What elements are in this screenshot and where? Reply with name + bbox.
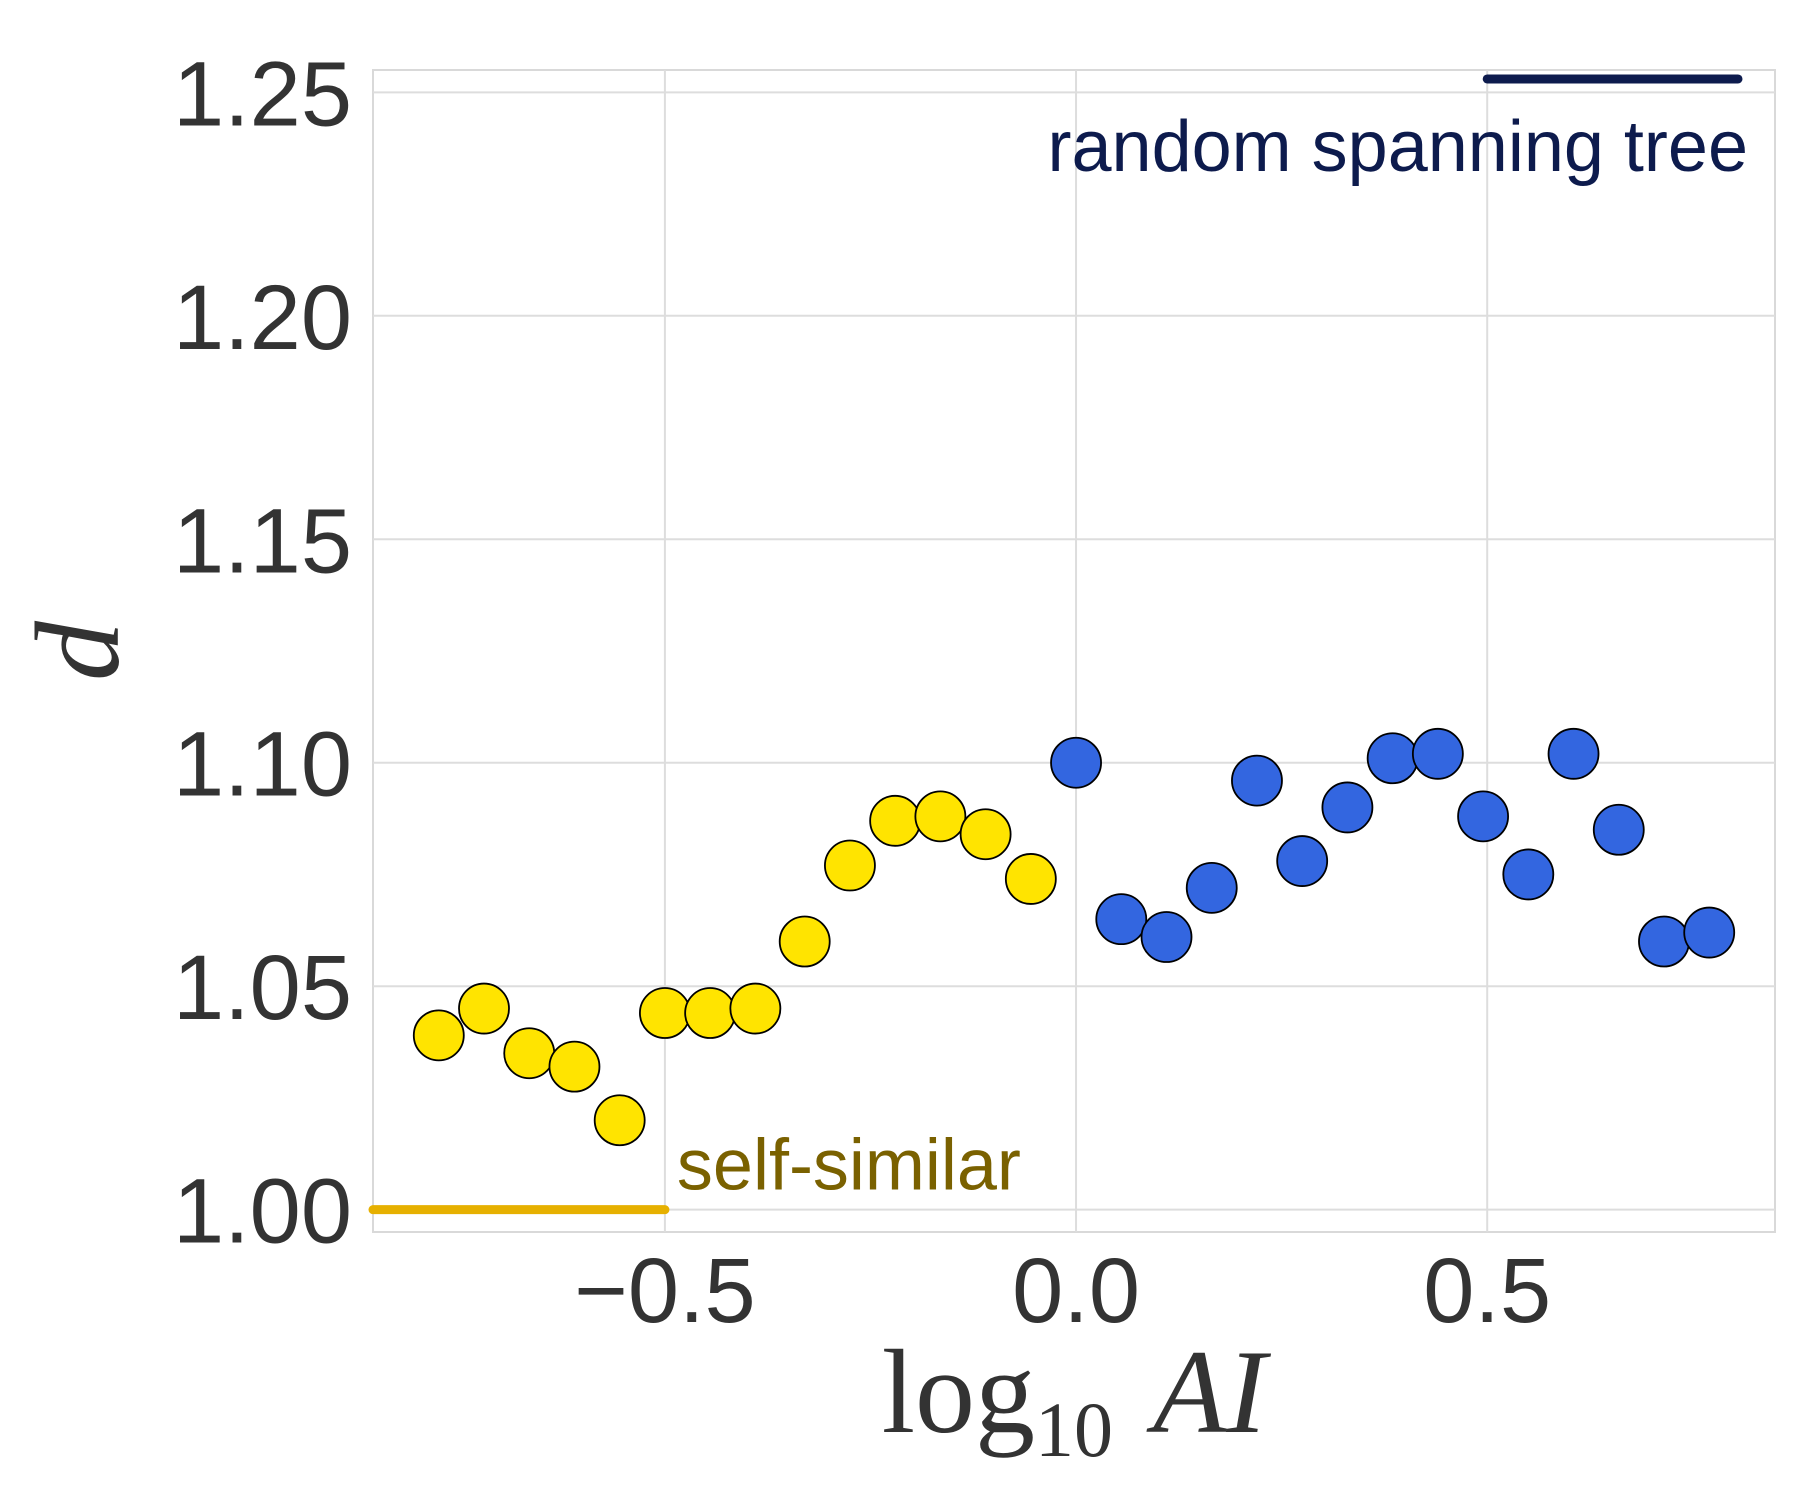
data-point <box>914 790 967 843</box>
data-point <box>824 839 876 892</box>
x-axis-label-log: log <box>882 1325 1035 1458</box>
data-point <box>1321 781 1374 834</box>
plot-area <box>372 69 1776 1233</box>
y-tick-label: 1.00 <box>173 1161 352 1263</box>
x-tick-label: 0.0 <box>1012 1240 1140 1342</box>
data-point <box>1411 727 1464 780</box>
x-tick-labels: −0.5 0.0 0.5 <box>574 1240 1551 1342</box>
x-axis-label-var: AI <box>1146 1325 1271 1458</box>
data-point <box>1140 911 1193 963</box>
data-point <box>1547 727 1600 780</box>
data-point <box>503 1027 556 1080</box>
data-point <box>412 1009 465 1062</box>
reference-lines <box>368 74 1743 1215</box>
data-point <box>729 982 782 1035</box>
x-axis-label: log10 AI <box>882 1325 1272 1473</box>
data-point <box>1231 754 1283 807</box>
y-tick-label: 1.20 <box>173 267 352 369</box>
data-point <box>1457 790 1509 843</box>
data-point <box>778 915 831 968</box>
data-point <box>684 987 737 1039</box>
y-tick-label: 1.15 <box>173 490 352 592</box>
y-axis-label: d <box>11 620 144 681</box>
reference-line-label: self-similar <box>677 1126 1021 1206</box>
data-point <box>1185 861 1238 914</box>
data-point <box>1050 736 1102 789</box>
y-tick-label: 1.25 <box>173 43 352 145</box>
y-tick-labels: 1.00 1.05 1.10 1.15 1.20 1.25 <box>173 43 352 1262</box>
x-tick-label: 0.5 <box>1423 1240 1551 1342</box>
data-points <box>412 727 1736 1147</box>
data-point <box>1683 906 1736 959</box>
data-point <box>1638 915 1690 968</box>
data-point <box>458 982 510 1035</box>
data-point <box>1095 893 1148 946</box>
data-point <box>1502 848 1555 901</box>
reference-line-label: random spanning tree <box>1048 107 1748 187</box>
x-axis-label-subscript: 10 <box>1035 1386 1113 1473</box>
y-tick-label: 1.10 <box>173 714 352 816</box>
data-point <box>548 1040 601 1093</box>
y-tick-label: 1.05 <box>173 937 352 1039</box>
data-point <box>1592 803 1645 856</box>
data-point <box>639 987 691 1039</box>
data-point <box>1276 835 1329 887</box>
data-point <box>1004 853 1057 905</box>
x-tick-label: −0.5 <box>574 1240 756 1342</box>
annotations: self-similar random spanning tree <box>677 107 1748 1206</box>
data-point <box>593 1094 646 1147</box>
data-point <box>959 808 1012 861</box>
data-point <box>1366 732 1419 785</box>
data-point <box>869 794 922 847</box>
